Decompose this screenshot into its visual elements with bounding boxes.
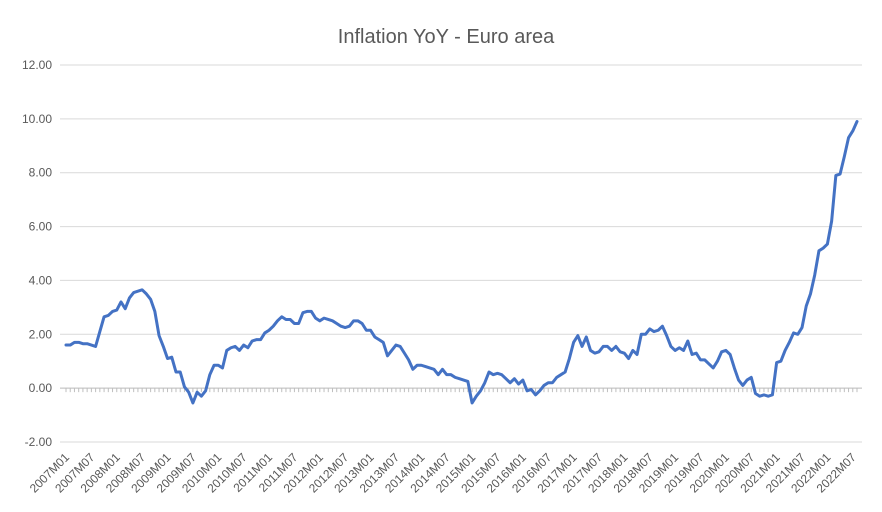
y-tick-label: 4.00 (29, 273, 53, 287)
y-tick-label: 12.00 (22, 58, 52, 72)
y-tick-label: -2.00 (25, 435, 53, 449)
chart-title: Inflation YoY - Euro area (338, 26, 555, 48)
y-tick-label: 10.00 (22, 112, 52, 126)
y-tick-label: 6.00 (29, 220, 53, 234)
y-tick-label: 8.00 (29, 166, 53, 180)
y-tick-label: 2.00 (29, 327, 53, 341)
y-tick-label: 0.00 (29, 381, 53, 395)
line-series (64, 120, 859, 405)
